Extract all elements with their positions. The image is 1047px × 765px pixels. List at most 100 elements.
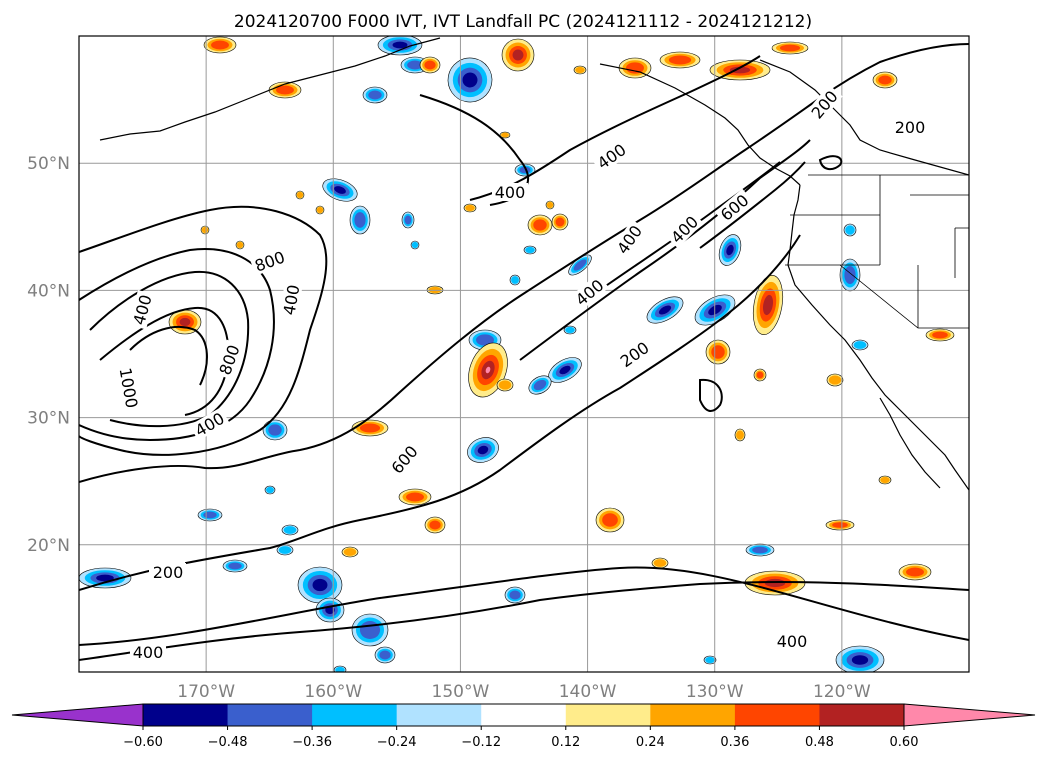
positive-pc-area <box>351 419 389 437</box>
negative-pc-area <box>410 240 420 250</box>
colorbar-tick-label: −0.60 <box>123 735 163 750</box>
positive-pc-area <box>734 428 746 442</box>
positive-pc-area <box>825 519 855 531</box>
latitude-labels: 50°N 40°N 30°N 20°N <box>27 154 70 556</box>
negative-pc-area <box>843 223 857 237</box>
ivt-contours <box>79 43 969 661</box>
pc-shade-level <box>559 365 571 375</box>
colorbar-tick-label: −0.48 <box>208 735 248 750</box>
pc-shade-level <box>343 548 357 556</box>
pc-shade-level <box>756 371 764 379</box>
pc-shade-level <box>736 430 744 440</box>
colorbar-frame <box>142 703 905 727</box>
negative-pc-area <box>528 375 552 395</box>
pc-shade-level <box>283 526 297 534</box>
positive-pc-area <box>771 41 809 55</box>
contour-label-backdrop <box>385 439 423 479</box>
pc-shade-level <box>278 546 292 554</box>
positive-pc-area <box>341 546 359 558</box>
pc-shade-level <box>335 666 345 672</box>
longitude-label: 170°W <box>177 682 235 702</box>
pc-shade-level <box>906 567 924 577</box>
negative-pc-area <box>276 544 294 556</box>
pc-shade-level <box>296 191 304 199</box>
contour-label-backdrop <box>128 290 156 330</box>
longitude-labels: 170°W 160°W 150°W 140°W 130°W 120°W <box>177 682 871 702</box>
contour-label-backdrop <box>569 273 609 311</box>
pc-shade-level <box>368 90 382 100</box>
ivt-contour-small-loop-2 <box>818 155 843 171</box>
negative-pc-area <box>333 665 347 672</box>
pc-shade-level <box>711 345 725 359</box>
contour-label-backdrop <box>189 407 230 441</box>
negative-pc-area <box>374 646 396 664</box>
political-borders <box>785 174 969 329</box>
negative-pc-area <box>839 258 861 292</box>
pc-shade-level <box>476 334 494 346</box>
ivt-contour-800-ar <box>699 161 806 249</box>
contour-label-backdrop <box>249 246 290 276</box>
pc-shade-level <box>465 204 475 212</box>
pc-shade-level <box>462 72 478 88</box>
contour-label: 200 <box>892 118 928 137</box>
pc-shade-level <box>477 445 489 455</box>
negative-pc-area <box>351 613 389 647</box>
positive-pc-area <box>463 203 477 213</box>
contour-label: 400 <box>774 632 810 651</box>
coastlines <box>99 37 969 491</box>
pc-shade-level <box>705 656 715 664</box>
contour-label-text: 200 <box>895 118 926 137</box>
negative-pc-area <box>835 645 885 672</box>
positive-pc-area <box>659 51 701 69</box>
pc-shade-level <box>626 62 644 74</box>
negative-pc-area <box>362 86 388 104</box>
pc-shade-level <box>179 317 191 327</box>
negative-pc-area <box>262 419 288 441</box>
pc-shade-level <box>268 424 282 436</box>
longitude-label: 150°W <box>432 682 490 702</box>
pc-shade-level <box>512 49 524 61</box>
negative-pc-area <box>264 485 276 495</box>
positive-pc-area <box>826 373 844 387</box>
us-west-coast <box>787 184 969 491</box>
latitude-label: 40°N <box>27 281 70 301</box>
pc-shade-level <box>878 75 892 85</box>
pc-shade-level <box>201 226 209 234</box>
pc-shade-level <box>525 246 535 254</box>
longitude-label: 130°W <box>686 682 744 702</box>
pc-shade-level <box>533 219 547 231</box>
contour-label-backdrop <box>130 643 166 661</box>
pc-shade-level <box>575 66 585 74</box>
pc-shade-level <box>424 60 436 70</box>
pc-shade-level <box>511 276 519 284</box>
pc-shade-level <box>236 241 244 249</box>
negative-pc-area <box>703 655 717 665</box>
contour-label-text: 400 <box>495 183 526 202</box>
contour-label-backdrop <box>150 563 186 581</box>
contour-label-backdrop <box>279 280 304 320</box>
positive-pc-area <box>203 36 237 54</box>
positive-pc-area <box>753 368 767 382</box>
pc-shade-level <box>752 546 768 554</box>
contour-label-backdrop <box>805 84 843 124</box>
positive-pc-area <box>315 205 325 215</box>
contour-label: 400 <box>130 643 166 662</box>
positive-pc-area <box>551 213 569 231</box>
colorbar-tick-label: 0.12 <box>551 735 580 750</box>
negative-pc-area <box>222 559 248 573</box>
ivt-contour-400-far-south <box>79 566 969 646</box>
longitude-label: 160°W <box>304 682 362 702</box>
baja-coast <box>879 397 941 489</box>
colorbar-tick-label: −0.24 <box>377 735 417 750</box>
ocean-background <box>79 36 969 672</box>
contour-label-backdrop <box>774 632 810 650</box>
contour-label-backdrop <box>611 219 647 260</box>
contour-label-backdrop <box>892 118 928 136</box>
pc-shade-level <box>228 562 242 570</box>
ivt-contour-small-loop-1 <box>699 378 723 412</box>
negative-pc-area <box>514 163 536 177</box>
contour-label-text: 400 <box>777 632 808 651</box>
pc-shade-level <box>658 305 672 315</box>
negative-pc-area <box>851 339 869 351</box>
